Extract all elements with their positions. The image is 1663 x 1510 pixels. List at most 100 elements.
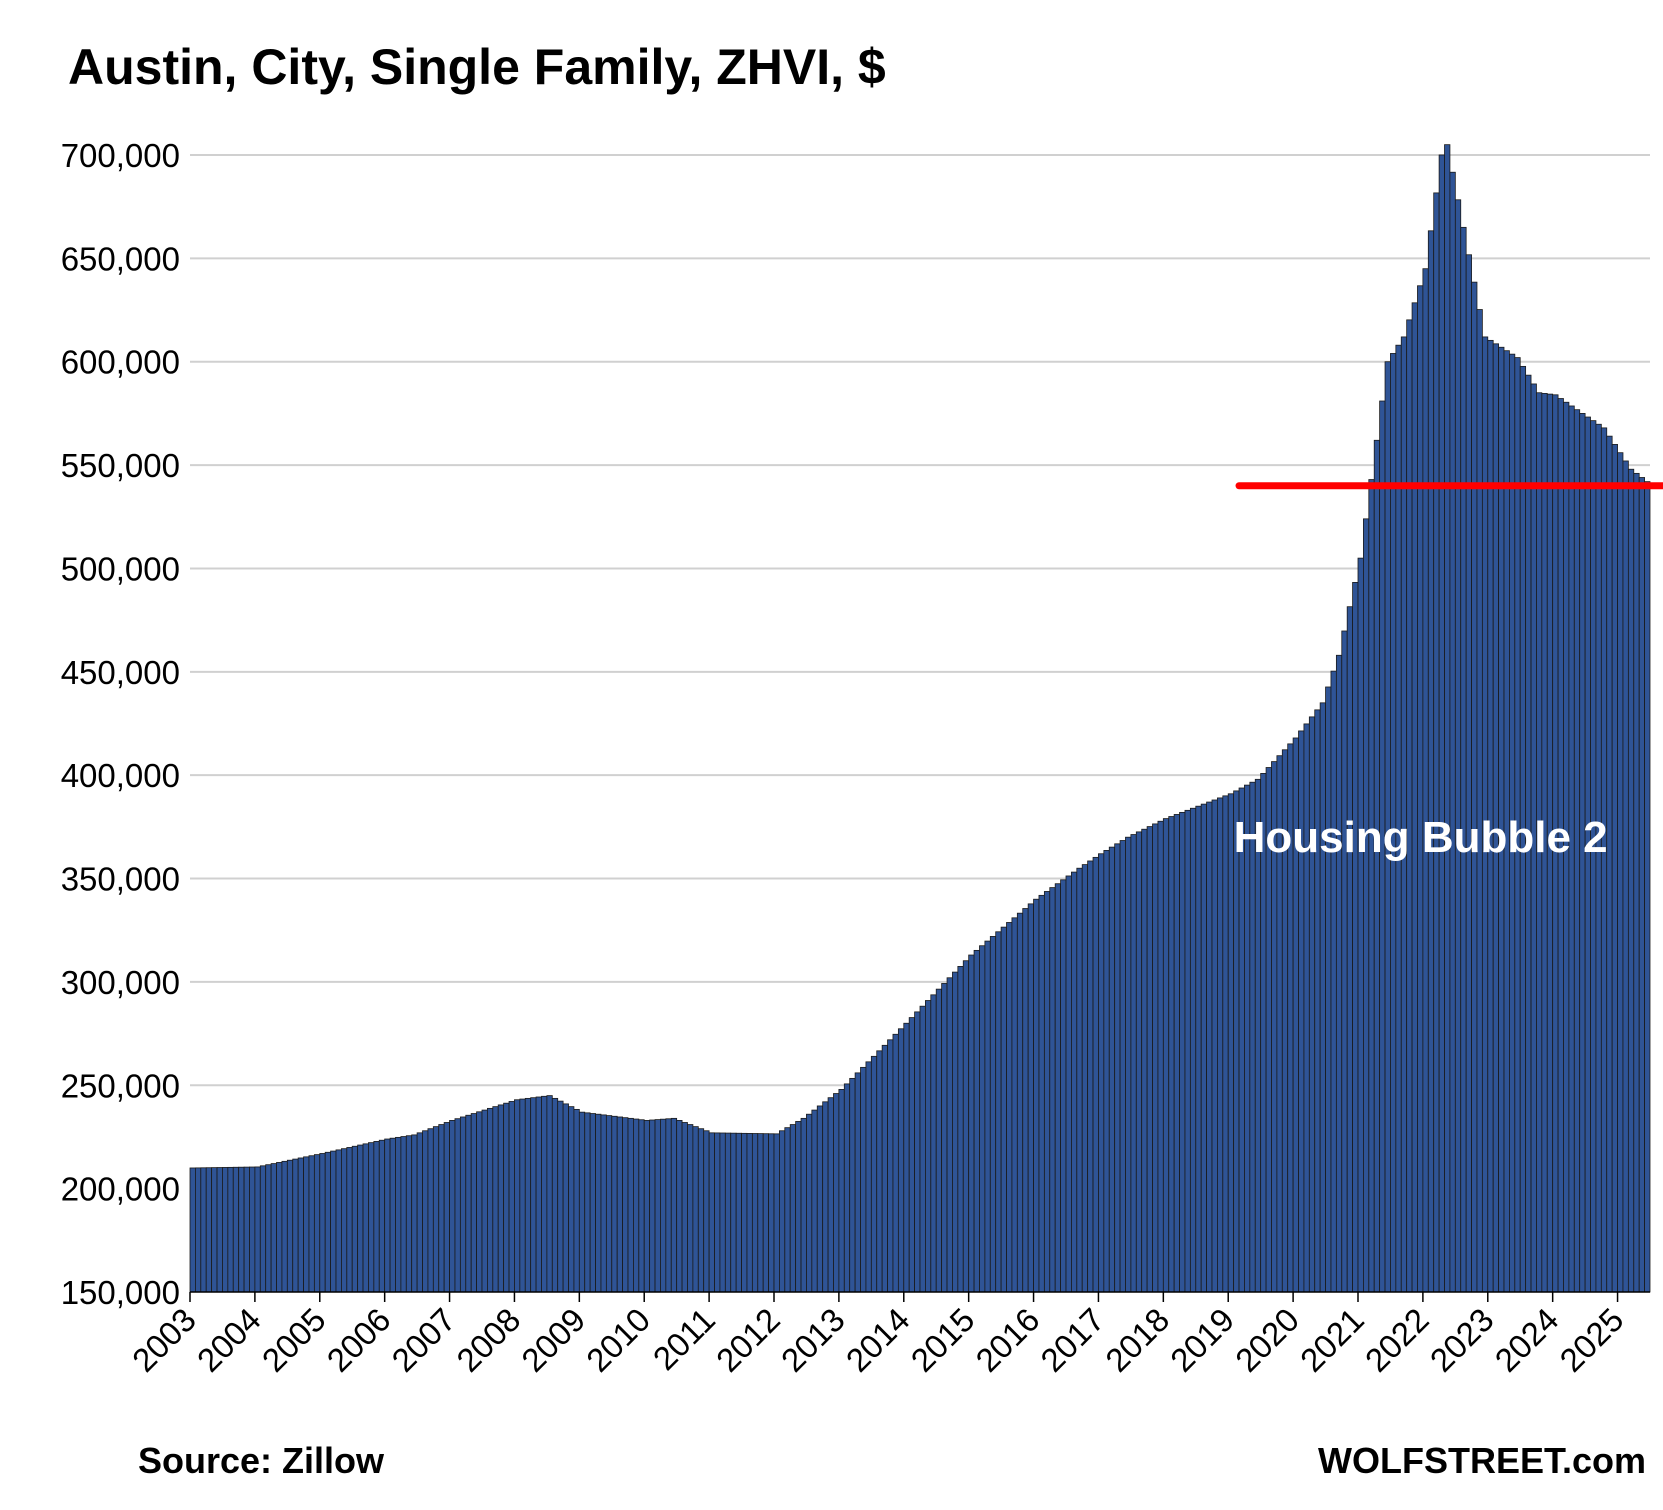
bar: [335, 1149, 342, 1293]
bar: [384, 1138, 391, 1293]
bar: [389, 1137, 396, 1293]
bar: [1352, 582, 1359, 1293]
bar: [908, 1017, 916, 1293]
bar: [833, 1093, 840, 1293]
bar: [1471, 281, 1478, 1293]
bar: [925, 1000, 932, 1293]
bar: [870, 1055, 878, 1293]
bar: [741, 1132, 748, 1293]
bar: [276, 1162, 283, 1293]
bar: [919, 1005, 926, 1293]
bar: [438, 1124, 445, 1293]
bar: [816, 1105, 824, 1293]
bar: [876, 1050, 883, 1293]
bar: [508, 1101, 515, 1293]
bar: [1184, 809, 1191, 1293]
x-tick-label: 2021: [1293, 1301, 1371, 1379]
bar: [627, 1117, 634, 1293]
bar: [1314, 709, 1321, 1293]
bar: [492, 1106, 499, 1293]
bar: [432, 1126, 440, 1293]
bar: [995, 931, 1002, 1293]
bar: [1130, 834, 1137, 1293]
bar: [1092, 856, 1099, 1293]
bar: [222, 1167, 229, 1293]
bar: [368, 1142, 375, 1293]
bar: [373, 1141, 380, 1293]
bar: [1606, 435, 1613, 1293]
x-tick-label: 2011: [646, 1301, 722, 1377]
bar: [1341, 630, 1348, 1293]
bar: [779, 1130, 786, 1293]
bar: [1622, 460, 1629, 1293]
bar: [708, 1132, 715, 1293]
bar: [351, 1145, 359, 1293]
bar: [1368, 479, 1375, 1293]
bar: [1022, 908, 1029, 1293]
bar: [562, 1103, 569, 1293]
bar: [865, 1061, 872, 1293]
bar: [216, 1167, 223, 1293]
bar: [903, 1022, 910, 1293]
bar: [530, 1097, 537, 1293]
bar: [1103, 850, 1110, 1293]
bar: [1141, 828, 1148, 1293]
bar: [1173, 814, 1180, 1293]
bar: [411, 1134, 418, 1293]
bar: [1146, 826, 1153, 1293]
bar: [600, 1114, 607, 1293]
bar: [979, 945, 986, 1293]
bar: [1000, 926, 1007, 1293]
bar: [687, 1124, 694, 1293]
y-tick-label: 700,000: [61, 137, 180, 174]
bar: [860, 1066, 867, 1293]
bar: [1114, 843, 1121, 1293]
bar: [962, 960, 970, 1293]
bar: [730, 1132, 737, 1293]
bar: [1006, 922, 1013, 1293]
bar: [838, 1089, 845, 1293]
bar: [843, 1083, 851, 1293]
bar: [557, 1100, 564, 1293]
bar: [319, 1153, 326, 1293]
bar: [459, 1116, 467, 1293]
bar: [1087, 860, 1094, 1293]
bar: [573, 1108, 580, 1293]
bar: [1433, 192, 1440, 1293]
bar: [989, 936, 997, 1293]
x-tick-label: 2012: [709, 1301, 787, 1379]
source-label: Source: Zillow: [138, 1440, 385, 1481]
bar: [1449, 171, 1456, 1293]
bar: [1357, 557, 1364, 1293]
bar: [422, 1130, 429, 1293]
bar: [941, 983, 948, 1293]
bar: [724, 1132, 732, 1293]
bar: [514, 1099, 521, 1293]
bar: [313, 1154, 321, 1293]
bar: [497, 1104, 505, 1293]
bar: [914, 1011, 921, 1293]
x-tick-label: 2006: [320, 1301, 398, 1379]
bar: [589, 1113, 596, 1293]
bar: [362, 1143, 369, 1293]
bar: [605, 1115, 613, 1293]
bar: [854, 1072, 861, 1293]
bar: [1211, 799, 1218, 1293]
bar: [676, 1120, 683, 1293]
bar: [1135, 831, 1143, 1293]
bar: [200, 1167, 207, 1293]
bar: [1071, 871, 1078, 1293]
bar: [1611, 444, 1618, 1293]
bar: [1330, 670, 1337, 1293]
bar: [470, 1113, 478, 1293]
x-tick-label: 2009: [514, 1301, 592, 1379]
bar: [1308, 716, 1316, 1293]
x-tick-label: 2018: [1098, 1301, 1176, 1379]
bar: [643, 1120, 651, 1293]
bar: [768, 1133, 775, 1293]
bar: [952, 971, 959, 1293]
bar: [1200, 803, 1207, 1293]
bar: [1373, 439, 1381, 1293]
bar: [935, 988, 943, 1293]
